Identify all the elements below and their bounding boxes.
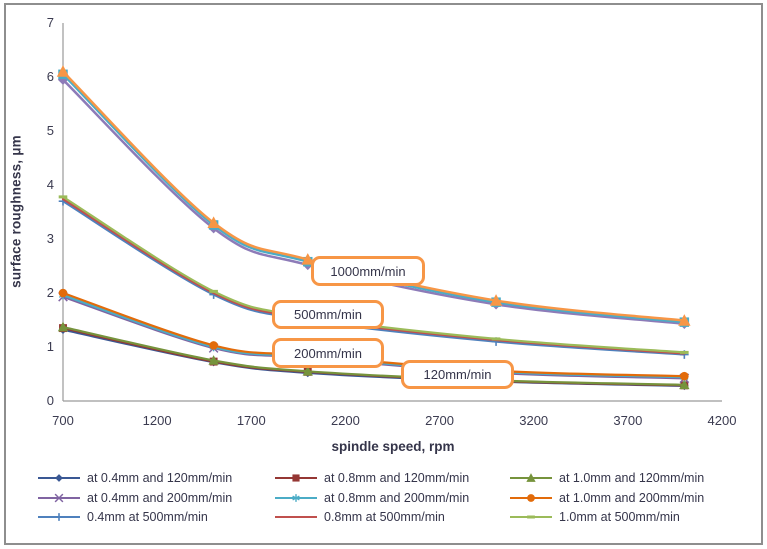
- marker-triangle: [208, 355, 219, 365]
- legend-item-label: at 1.0mm and 200mm/min: [559, 490, 705, 505]
- y-tick-label: 2: [46, 285, 54, 300]
- legend-marker-icon: [38, 513, 80, 521]
- series-line-2: [61, 325, 686, 386]
- marker-triangle: [679, 379, 690, 390]
- marker-triangle: [301, 253, 314, 265]
- legend-item: 1.0mm at 500mm/min: [510, 508, 680, 526]
- legend-item-label: at 0.4mm and 120mm/min: [87, 471, 233, 485]
- legend-item: at 1.0mm and 120mm/min: [510, 469, 704, 487]
- x-tick-label: 3200: [519, 413, 549, 428]
- series-line-9: [61, 78, 686, 326]
- legend-marker-icon: [510, 515, 552, 519]
- annotation-1000mm-min: 1000mm/min: [311, 256, 425, 286]
- annotation-200mm-min: 200mm/min: [272, 338, 384, 368]
- x-tick-label: 2200: [330, 413, 360, 428]
- legend-item-label: at 1.0mm and 120mm/min: [559, 471, 705, 485]
- marker-triangle: [302, 365, 313, 376]
- y-tick-label: 5: [46, 123, 54, 138]
- marker-asterisk: [292, 494, 300, 501]
- marker-triangle: [57, 321, 69, 332]
- legend-item: at 1.0mm and 200mm/min: [510, 489, 704, 507]
- marker-triangle: [56, 65, 70, 77]
- x-tick-label: 4200: [707, 413, 737, 428]
- y-tick-label: 0: [46, 393, 54, 408]
- marker-circle: [209, 341, 218, 350]
- legend: at 0.4mm and 120mm/min at 0.8mm and 120mm…: [0, 0, 767, 524]
- legend-item: at 0.8mm and 200mm/min: [275, 489, 469, 507]
- marker-circle: [527, 493, 535, 502]
- y-tick-label: 6: [46, 69, 54, 84]
- marker-square: [292, 474, 300, 482]
- annotation-120mm-min: 120mm/min: [401, 360, 514, 389]
- x-tick-label: 3700: [613, 413, 643, 428]
- marker-circle: [680, 371, 689, 381]
- y-tick-label: 4: [46, 177, 54, 192]
- x-axis-title: spindle speed, rpm: [331, 439, 455, 454]
- legend-marker-icon: [510, 493, 552, 502]
- marker-diamond: [55, 474, 63, 482]
- y-tick-label: 3: [46, 231, 54, 246]
- marker-triangle: [678, 314, 691, 326]
- legend-item: 0.8mm at 500mm/min: [275, 508, 445, 526]
- legend-marker-icon: [38, 474, 80, 482]
- y-axis-title: surface roughness, μm: [8, 135, 24, 288]
- legend-item-label: 1.0mm at 500mm/min: [559, 510, 680, 524]
- marker-triangle: [207, 216, 220, 228]
- legend-item-label: 0.4mm at 500mm/min: [87, 510, 208, 524]
- legend-marker-icon: [38, 493, 80, 502]
- legend-item-label: at 0.4mm and 200mm/min: [87, 490, 233, 505]
- marker-triangle: [489, 294, 503, 306]
- marker-x: [54, 493, 64, 502]
- annotation-500mm-min: 500mm/min: [272, 300, 384, 329]
- marker-dash: [209, 289, 218, 293]
- marker-dash: [680, 350, 689, 354]
- marker-triangle: [526, 473, 536, 482]
- legend-item-label: at 0.8mm and 200mm/min: [324, 490, 470, 505]
- y-tick-label: 7: [46, 15, 54, 30]
- legend-item-label: 0.8mm at 500mm/min: [324, 510, 445, 524]
- legend-marker-icon: [510, 473, 552, 482]
- x-tick-label: 1200: [142, 413, 172, 428]
- marker-circle: [58, 288, 68, 298]
- x-tick-label: 1700: [236, 413, 266, 428]
- legend-marker-icon: [275, 474, 317, 482]
- legend-item: 0.4mm at 500mm/min: [38, 508, 208, 526]
- legend-item: at 0.4mm and 120mm/min: [38, 469, 232, 487]
- legend-item: at 0.8mm and 120mm/min: [275, 469, 469, 487]
- x-tick-label: 2700: [425, 413, 455, 428]
- legend-item-label: at 0.8mm and 120mm/min: [324, 471, 470, 485]
- marker-dash: [527, 515, 535, 519]
- marker-dash: [491, 337, 501, 341]
- marker-dash: [58, 195, 68, 199]
- legend-item: at 0.4mm and 200mm/min: [38, 489, 232, 507]
- legend-marker-icon: [275, 493, 317, 502]
- x-tick-label: 700: [52, 413, 74, 428]
- y-tick-label: 1: [46, 339, 54, 354]
- legend-marker-icon: [275, 516, 317, 518]
